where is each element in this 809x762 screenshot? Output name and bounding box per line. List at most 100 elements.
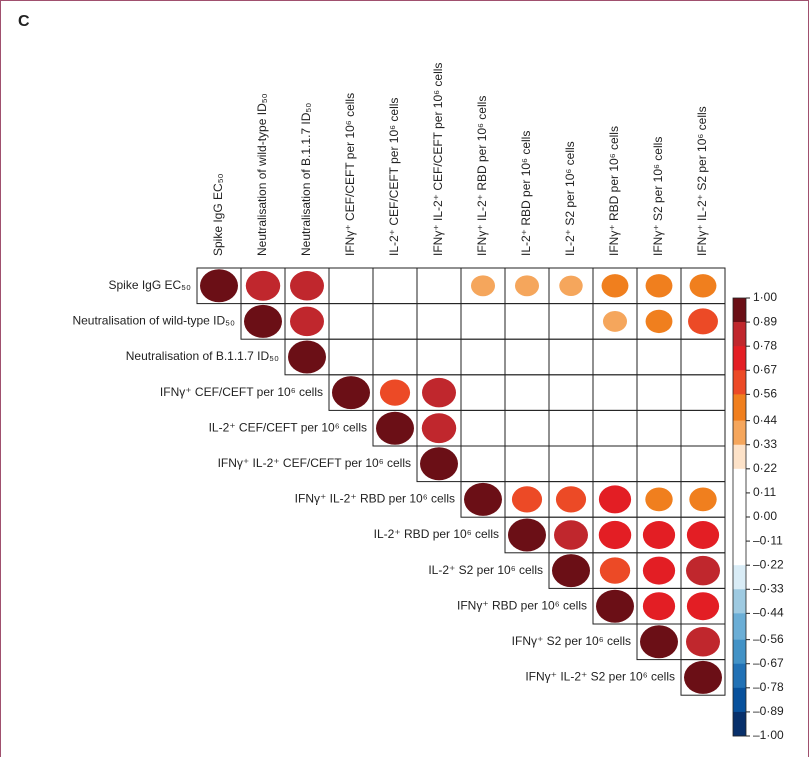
correlation-circle — [688, 308, 718, 335]
correlation-circle — [596, 589, 634, 623]
column-label: IFNγ⁺ RBD per 10⁶ cells — [607, 126, 621, 256]
cell — [460, 303, 506, 340]
cell — [548, 303, 594, 340]
correlation-circle — [686, 627, 720, 657]
cell — [636, 445, 682, 483]
correlation-circle — [686, 592, 720, 621]
colorbar-tick-label: –0·78 — [753, 680, 784, 694]
cell — [372, 303, 418, 340]
colorbar-tick-label: 0·67 — [753, 362, 777, 376]
correlation-circle — [684, 660, 722, 694]
column-label: Spike IgG EC₅₀ — [211, 173, 225, 256]
column-label: IL-2⁺ RBD per 10⁶ cells — [519, 131, 533, 256]
column-label: Neutralisation of B.1.1.7 ID₅₀ — [299, 103, 313, 256]
correlation-circle — [470, 275, 496, 297]
colorbar-tick-label: 0·00 — [753, 509, 777, 523]
colorbar-bin — [733, 370, 746, 395]
cell — [504, 445, 550, 483]
cell — [592, 445, 638, 483]
row-label: IL-2⁺ RBD per 10⁶ cells — [374, 527, 499, 541]
correlation-circle — [422, 377, 456, 408]
colorbar-tick-label: 0·78 — [753, 338, 777, 352]
cell — [636, 409, 682, 447]
colorbar-bin — [733, 687, 746, 713]
correlation-circle — [464, 482, 502, 516]
row-label: IFNγ⁺ CEF/CEFT per 10⁶ cells — [160, 385, 323, 399]
cell — [460, 338, 506, 376]
cell — [636, 338, 682, 376]
cell — [548, 445, 594, 483]
correlation-circle — [555, 486, 587, 513]
row-label: IFNγ⁺ IL-2⁺ CEF/CEFT per 10⁶ cells — [218, 456, 411, 470]
cell — [680, 445, 726, 483]
row-label: Spike IgG EC₅₀ — [108, 278, 191, 292]
correlation-circle — [554, 520, 588, 550]
cell — [504, 374, 550, 411]
colorbar-tick-label: –0·33 — [753, 581, 784, 595]
correlation-circle — [420, 447, 458, 481]
correlation-circle — [552, 554, 590, 588]
cell — [504, 409, 550, 447]
colorbar-tick-label: –0·89 — [753, 704, 784, 718]
row-label: IFNγ⁺ RBD per 10⁶ cells — [457, 598, 587, 612]
correlation-circle — [599, 557, 631, 584]
colorbar-tick-label: –0·22 — [753, 557, 784, 571]
column-label: IFNγ⁺ S2 per 10⁶ cells — [651, 137, 665, 256]
cell — [460, 409, 506, 447]
correlation-circle — [645, 274, 673, 298]
correlation-circle — [421, 413, 457, 444]
column-label: IFNγ⁺ IL-2⁺ CEF/CEFT per 10⁶ cells — [431, 63, 445, 256]
correlation-circle — [602, 310, 628, 332]
colorbar-bin — [733, 565, 746, 590]
column-label: IL-2⁺ S2 per 10⁶ cells — [563, 141, 577, 256]
colorbar-bin — [733, 492, 746, 518]
row-label: IFNγ⁺ IL-2⁺ S2 per 10⁶ cells — [525, 670, 675, 684]
cell — [460, 445, 506, 483]
cell — [636, 374, 682, 411]
colorbar-bin — [733, 711, 746, 737]
colorbar-bin — [733, 517, 746, 542]
cell — [548, 409, 594, 447]
correlation-circle — [640, 625, 678, 659]
cell — [504, 303, 550, 340]
row-label: IFNγ⁺ S2 per 10⁶ cells — [512, 634, 631, 648]
colorbar-bin — [733, 346, 746, 371]
correlation-circle — [332, 376, 370, 410]
colorbar-tick-label: –0·56 — [753, 632, 784, 646]
row-label: IL-2⁺ S2 per 10⁶ cells — [428, 563, 543, 577]
colorbar-tick-label: –1·00 — [753, 728, 784, 742]
correlation-circle — [689, 487, 717, 512]
column-label: IL-2⁺ CEF/CEFT per 10⁶ cells — [387, 98, 401, 256]
correlation-circle — [244, 304, 282, 338]
cell — [328, 267, 374, 305]
colorbar-tick-label: 0·33 — [753, 437, 777, 451]
cell — [328, 338, 374, 376]
column-label: Neutralisation of wild-type ID₅₀ — [255, 93, 269, 256]
cell — [592, 409, 638, 447]
correlation-circle — [689, 274, 717, 298]
colorbar-bin — [733, 322, 746, 347]
column-label: IFNγ⁺ IL-2⁺ RBD per 10⁶ cells — [475, 96, 489, 256]
cell — [504, 338, 550, 376]
colorbar-bin — [733, 541, 746, 566]
cell — [680, 659, 726, 696]
cell — [548, 338, 594, 376]
correlation-circle — [508, 518, 546, 552]
correlation-circle — [686, 555, 720, 586]
cell — [328, 303, 374, 340]
correlation-circle — [290, 306, 324, 337]
correlation-circle — [200, 269, 238, 303]
correlation-circle — [288, 340, 326, 374]
column-label: IFNγ⁺ IL-2⁺ S2 per 10⁶ cells — [695, 106, 709, 256]
row-label: Neutralisation of wild-type ID₅₀ — [72, 314, 235, 328]
colorbar-tick-label: 1·00 — [753, 290, 777, 304]
row-label: Neutralisation of B.1.1.7 ID₅₀ — [126, 349, 279, 363]
correlation-circle — [376, 411, 414, 445]
row-label: IL-2⁺ CEF/CEFT per 10⁶ cells — [209, 420, 367, 434]
correlation-circle — [642, 592, 676, 621]
cell — [592, 338, 638, 376]
cell — [416, 303, 462, 340]
cell — [548, 374, 594, 411]
cell — [372, 267, 418, 305]
colorbar-tick-label: –0·44 — [753, 606, 784, 620]
